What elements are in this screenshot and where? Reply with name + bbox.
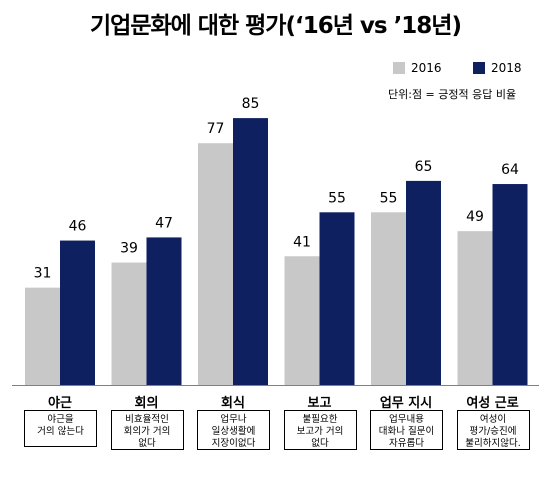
data-label-2016-5: 49 — [466, 209, 484, 225]
unit-note: 단위:점 = 긍정적 응답 비율 — [388, 88, 517, 101]
bar-2016-1 — [111, 262, 147, 385]
bar-2018-4 — [406, 180, 441, 385]
data-label-2018-4: 65 — [415, 159, 433, 175]
legend-label-2018: 2018 — [491, 61, 522, 75]
category-description-5: 여성이 평가/승진에 불리하지않다. — [456, 410, 530, 450]
bar-2016-3 — [284, 256, 320, 385]
data-label-2018-1: 47 — [155, 215, 173, 231]
data-label-2018-5: 64 — [501, 162, 519, 178]
legend-swatch-2016 — [393, 62, 405, 74]
data-label-2018-0: 46 — [69, 219, 87, 235]
bar-2018-2 — [233, 118, 268, 385]
bar-2018-3 — [319, 212, 355, 385]
category-description-1: 비효율적인 회의가 거의 없다 — [110, 410, 184, 450]
category-label-0: 야근 — [48, 396, 72, 411]
bar-2016-2 — [198, 143, 233, 385]
bar-2016-5 — [457, 231, 493, 385]
category-description-4: 업무내용 대화나 질문이 자유롭다 — [370, 410, 443, 450]
bar-2018-5 — [492, 184, 528, 385]
bar-2016-4 — [371, 212, 406, 385]
category-description-3: 불필요한 보고가 거의 없다 — [283, 410, 357, 450]
chart-title: 기업문화에 대한 평가(‘16년 vs ’18년) — [90, 13, 462, 39]
data-label-2016-4: 55 — [380, 190, 398, 206]
data-label-2016-1: 39 — [120, 241, 138, 257]
data-label-2018-2: 85 — [242, 96, 260, 112]
category-label-1: 회의 — [134, 396, 159, 411]
legend-item-2018: 2018 — [473, 61, 522, 75]
category-description-2: 업무나 일상생활에 지장이없다 — [197, 410, 270, 450]
category-label-3: 보고 — [307, 396, 332, 411]
legend-swatch-2018 — [473, 62, 485, 74]
data-label-2016-0: 31 — [34, 266, 52, 282]
data-label-2016-3: 41 — [293, 234, 311, 250]
category-label-4: 업무 지시 — [379, 396, 433, 411]
legend-item-2016: 2016 — [393, 61, 442, 75]
category-description-0: 야근을 거의 않는다 — [24, 410, 97, 447]
bar-2016-0 — [25, 287, 60, 385]
data-label-2018-3: 55 — [328, 190, 346, 206]
category-label-5: 여성 근로 — [466, 396, 519, 411]
category-label-2: 회식 — [221, 396, 245, 411]
legend-label-2016: 2016 — [411, 61, 442, 75]
bar-2018-0 — [60, 240, 95, 385]
bar-2018-1 — [146, 237, 182, 385]
data-label-2016-2: 77 — [207, 121, 225, 137]
